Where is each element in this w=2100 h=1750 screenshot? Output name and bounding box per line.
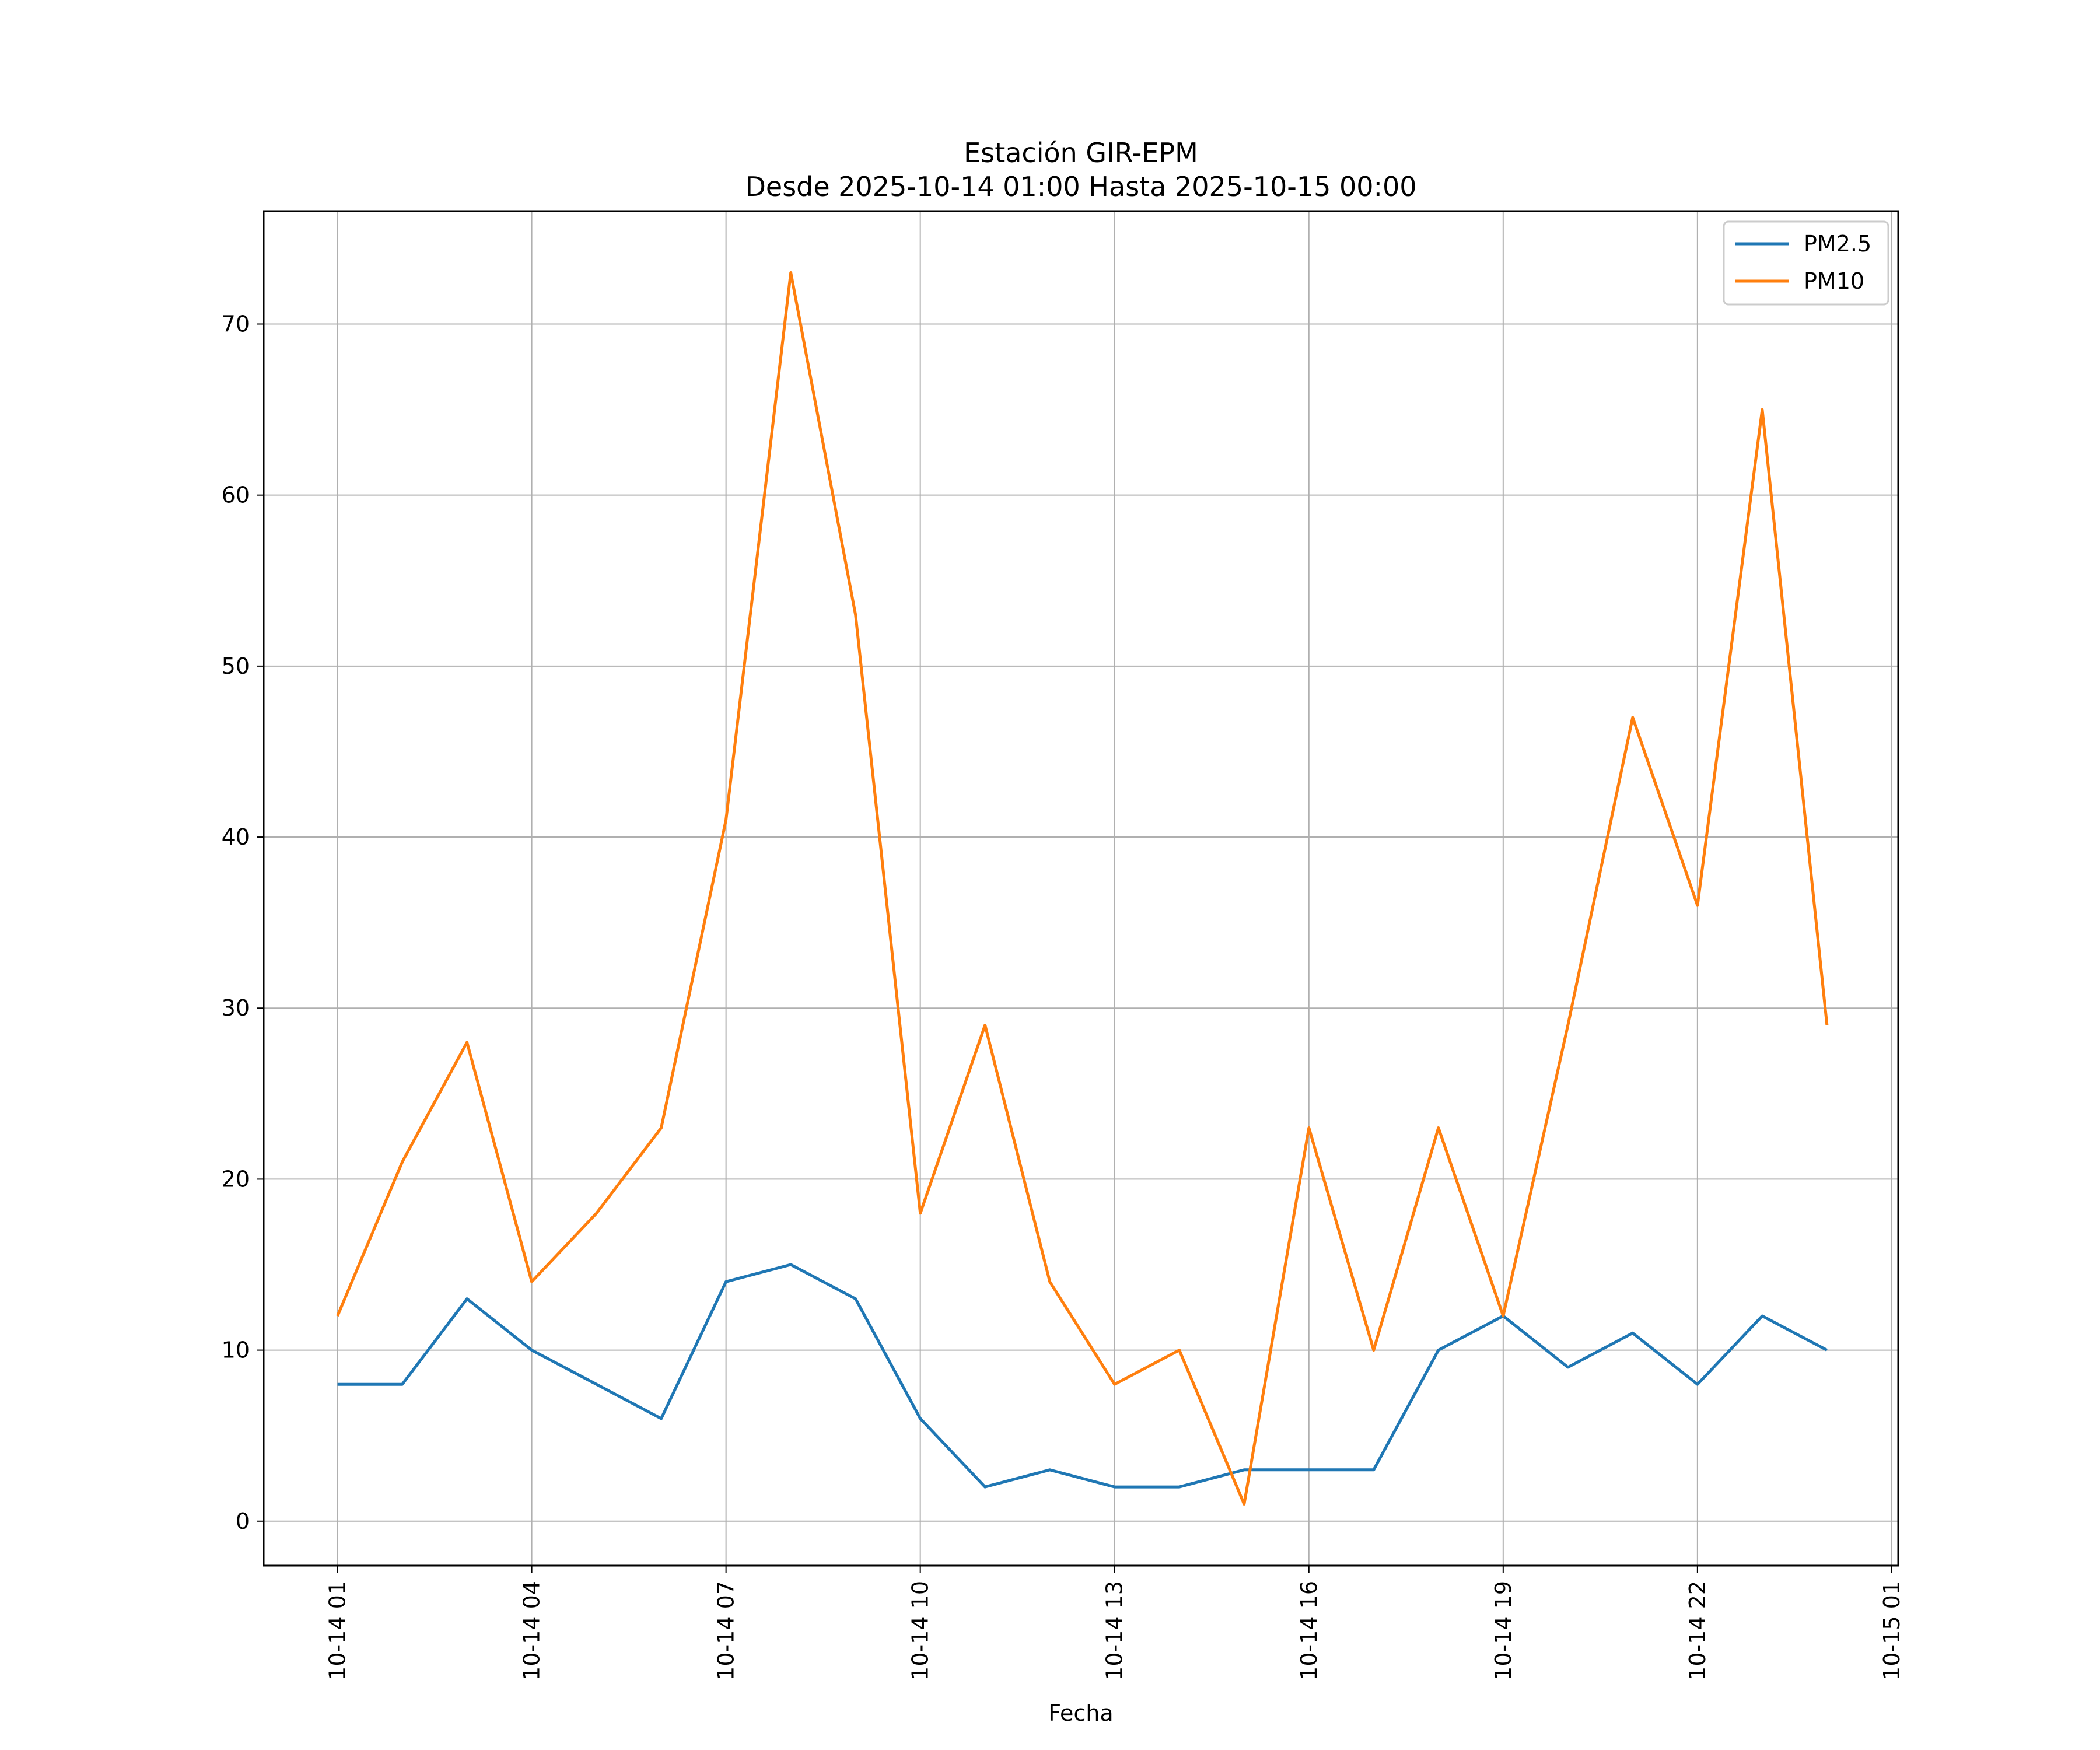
y-tick-label: 40 bbox=[222, 824, 250, 850]
y-tick-label: 10 bbox=[222, 1338, 250, 1363]
series-group bbox=[336, 271, 1829, 1506]
chart-title-line2: Desde 2025-10-14 01:00 Hasta 2025-10-15 … bbox=[745, 171, 1416, 202]
plot-frame bbox=[262, 210, 1899, 1567]
legend: PM2.5 PM10 bbox=[1723, 220, 1889, 306]
x-tick-label: 10-14 16 bbox=[1296, 1581, 1322, 1681]
x-tick-label: 10-14 07 bbox=[713, 1581, 739, 1681]
legend-label: PM2.5 bbox=[1804, 231, 1871, 257]
legend-label: PM10 bbox=[1804, 268, 1864, 294]
y-tick-label: 0 bbox=[236, 1508, 250, 1534]
series-line-pm10 bbox=[336, 271, 1829, 1506]
x-tick-label: 10-14 10 bbox=[908, 1581, 933, 1681]
x-tick-label: 10-14 13 bbox=[1102, 1581, 1128, 1681]
y-tick-label: 60 bbox=[222, 482, 250, 508]
y-tick-label: 50 bbox=[222, 653, 250, 679]
y-tick-label: 30 bbox=[222, 995, 250, 1021]
x-tick-label: 10-14 04 bbox=[519, 1581, 545, 1681]
y-axis: 0 10 20 30 40 50 60 70 bbox=[222, 312, 264, 1534]
y-tick-label: 70 bbox=[222, 312, 250, 337]
chart-title-line1: Estación GIR-EPM bbox=[964, 137, 1198, 169]
x-tick-label: 10-14 01 bbox=[325, 1581, 351, 1681]
series-line-pm25 bbox=[337, 1263, 1828, 1489]
x-tick-label: 10-14 19 bbox=[1490, 1581, 1516, 1681]
x-tick-label: 10-15 01 bbox=[1879, 1581, 1905, 1681]
y-tick-label: 20 bbox=[222, 1166, 250, 1192]
grid bbox=[264, 211, 1898, 1566]
x-tick-label: 10-14 22 bbox=[1685, 1581, 1710, 1681]
x-axis-label: Fecha bbox=[1048, 1700, 1113, 1726]
x-axis: 10-14 01 10-14 04 10-14 07 10-14 10 10-14 13… bbox=[325, 1566, 1905, 1681]
